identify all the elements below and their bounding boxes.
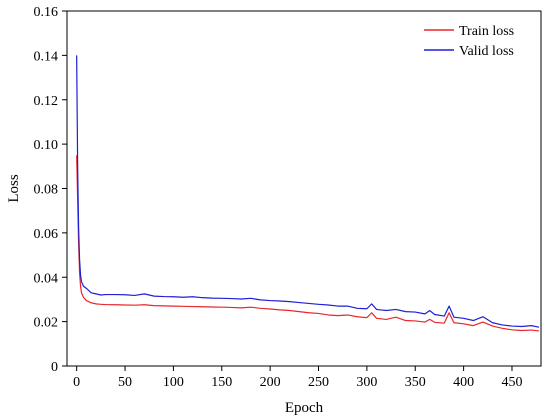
y-tick-label: 0.02 [34,316,59,331]
y-tick-label: 0.16 [34,5,59,20]
x-axis-title: Epoch [285,400,324,416]
x-tick-label: 50 [118,375,132,390]
plot-area [67,11,541,366]
series-line-valid-loss [76,55,540,328]
tick-marks: 0 50 100 150 200 250 300 350 400 450 0 0.02 0.04 0.06… [34,5,523,390]
x-tick-label: 450 [501,375,522,390]
y-axis-title: Loss [6,174,22,203]
y-tick-label: 0.06 [34,227,59,242]
legend-label: Valid loss [459,44,514,59]
x-tick-label: 150 [211,375,232,390]
y-tick-label: 0.12 [34,94,59,109]
legend-label: Train loss [459,24,514,39]
y-tick-label: 0.04 [34,271,59,286]
legend-item-valid-loss: Valid loss [424,44,514,59]
x-tick-label: 400 [453,375,474,390]
y-tick-label: 0.08 [34,183,59,198]
plot-background [67,11,541,366]
y-tick-label: 0.10 [34,138,59,153]
legend-item-train-loss: Train loss [424,24,514,39]
x-tick-label: 250 [308,375,329,390]
series-lines [76,55,540,332]
x-tick-label: 0 [73,375,80,390]
x-tick-label: 350 [405,375,426,390]
y-tick-label: 0.14 [34,49,59,64]
x-tick-label: 200 [260,375,281,390]
x-tick-label: 100 [163,375,184,390]
series-line-train-loss [76,155,540,332]
legend: Train loss Valid loss [424,24,514,59]
y-tick-label: 0 [51,360,58,375]
x-tick-label: 300 [356,375,377,390]
